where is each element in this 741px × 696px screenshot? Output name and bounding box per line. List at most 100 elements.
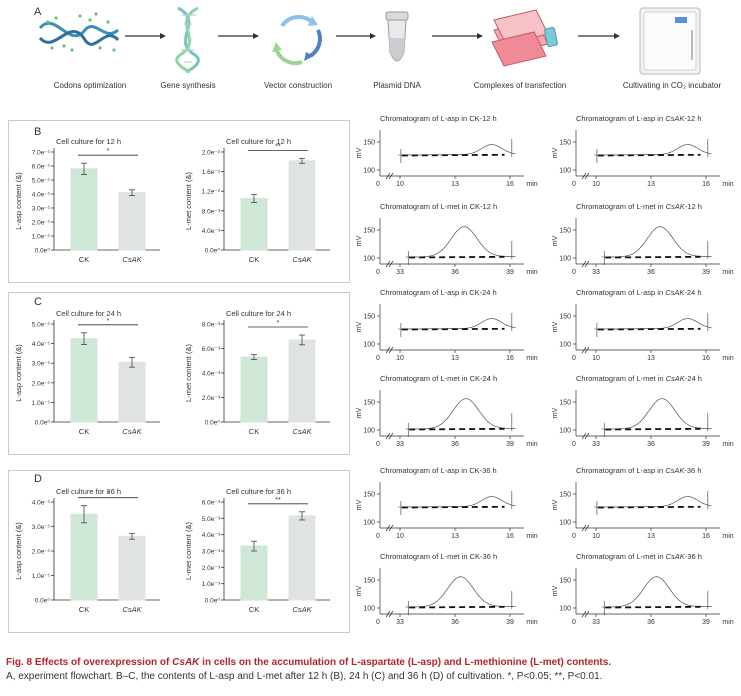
- flowchart: [38, 6, 701, 75]
- axis-break: [385, 346, 394, 354]
- x-tick-label: 39: [702, 269, 710, 276]
- bar-chart-ylabel: L-met content (&): [184, 172, 193, 230]
- chromatogram-title: Chromatogram of L-asp in CK-24 h: [380, 288, 497, 297]
- x-tick-label: 39: [506, 441, 514, 448]
- y-tick-label: 5.0e⁻¹: [32, 178, 51, 185]
- x-tick-label: 13: [451, 533, 459, 540]
- y-tick-label: 100: [559, 520, 571, 527]
- chromatogram-ylabel: mV: [552, 321, 559, 332]
- x-tick-label: CK: [249, 605, 259, 614]
- y-tick-label: 5.0e⁻¹: [32, 322, 51, 329]
- y-tick-label: 3.0e⁻³: [202, 549, 221, 556]
- x-tick-label: 16: [506, 181, 514, 188]
- y-tick-label: 8.0e⁻³: [202, 208, 221, 215]
- chromatogram: Chromatogram of L-asp in CsAK-12 h100150…: [552, 114, 734, 188]
- x-tick-label: 36: [647, 269, 655, 276]
- x-tick-label: 13: [451, 355, 459, 362]
- y-tick-label: 150: [559, 400, 571, 407]
- bar-chart: Cell culture for 24 h L-asp content (&) 0.…: [14, 309, 160, 436]
- chromatogram-trace: [405, 576, 516, 608]
- significance-label: *: [277, 320, 280, 327]
- y-tick-label: 100: [559, 606, 571, 613]
- x-axis-label: min: [526, 533, 537, 540]
- x-tick-label: 10: [592, 533, 600, 540]
- chromatogram: Chromatogram of L-asp in CsAK-24 h100150…: [552, 288, 734, 362]
- y-tick-label: 6.0e⁻³: [202, 346, 221, 353]
- y-tick-label: 0.0e⁰: [205, 248, 221, 255]
- chromatogram-title: Chromatogram of L-asp in CK-12 h: [380, 114, 497, 123]
- x-origin-label: 0: [376, 181, 380, 188]
- x-origin-label: 0: [376, 441, 380, 448]
- x-tick-label: 39: [506, 269, 514, 276]
- integration-baseline: [401, 153, 505, 157]
- x-tick-label: CsAK: [122, 255, 142, 264]
- chromatogram-ylabel: mV: [552, 235, 559, 246]
- y-tick-label: 0.0e⁰: [205, 598, 221, 605]
- chromatogram-trace: [398, 144, 516, 156]
- chromatogram-title: Chromatogram of L-met in CsAK-24 h: [576, 374, 702, 383]
- chromatogram: Chromatogram of L-asp in CK-12 h100150mV…: [356, 114, 538, 188]
- x-tick-label: 16: [702, 355, 710, 362]
- y-tick-label: 1.0e⁻¹: [32, 400, 51, 407]
- figure-caption: Fig. 8 Effects of overexpression of CsAK…: [6, 656, 736, 684]
- x-axis-label: min: [526, 441, 537, 448]
- y-tick-label: 100: [363, 606, 375, 613]
- chromatogram: Chromatogram of L-met in CK-12 h 100 150mV…: [356, 202, 538, 276]
- bar: [70, 338, 98, 423]
- bar-chart: Cell culture for 24 h L-met content (&) 0.…: [184, 309, 330, 436]
- bar-chart-title: Cell culture for 12 h: [226, 137, 291, 146]
- flow-step-label: Vector construction: [263, 81, 333, 90]
- y-tick-label: 4.0e⁻¹: [32, 341, 51, 348]
- y-tick-label: 2.0e⁻¹: [32, 220, 51, 227]
- codon-dna-icon: [38, 12, 120, 52]
- x-tick-label: 39: [702, 619, 710, 626]
- chromatogram: Chromatogram of L-asp in CK-24 h100150mV…: [356, 288, 538, 362]
- y-tick-label: 100: [559, 256, 571, 263]
- x-axis-label: min: [722, 269, 733, 276]
- x-origin-label: 0: [572, 533, 576, 540]
- panel-letter-b: B: [34, 126, 42, 138]
- axis-break: [385, 610, 394, 618]
- row-frames: [8, 120, 350, 633]
- integration-baseline: [597, 327, 701, 331]
- x-tick-label: 13: [647, 533, 655, 540]
- bar-chart-ylabel: L-met content (&): [184, 344, 193, 402]
- chromatogram: Chromatogram of L-asp in CsAK-36 h100150…: [552, 466, 734, 540]
- integration-baseline: [409, 255, 505, 259]
- bar-chart-title: Cell culture for 12 h: [56, 137, 121, 146]
- y-tick-label: 0.0e⁰: [35, 248, 51, 255]
- tube-icon: [385, 11, 409, 62]
- y-tick-label: 2.0e⁻²: [202, 150, 221, 157]
- y-tick-label: 1.2e⁻²: [202, 189, 221, 196]
- bar: [70, 168, 98, 251]
- chromatogram-ylabel: mV: [356, 147, 363, 158]
- x-axis-label: min: [722, 355, 733, 362]
- chromatogram-trace: [405, 226, 516, 258]
- y-tick-label: 1.0e⁻¹: [32, 234, 51, 241]
- flow-step-label: Complexes of transfection: [473, 81, 567, 90]
- significance-label: **: [275, 143, 281, 150]
- y-tick-label: 2.0e⁻³: [202, 565, 221, 572]
- chromatogram-ylabel: mV: [356, 499, 363, 510]
- y-tick-label: 100: [363, 428, 375, 435]
- y-tick-label: 0.0e⁰: [35, 420, 51, 427]
- x-origin-label: 0: [376, 533, 380, 540]
- x-tick-label: 13: [647, 181, 655, 188]
- y-tick-label: 1.0e⁻¹: [32, 573, 51, 580]
- x-tick-label: 33: [396, 441, 404, 448]
- y-tick-label: 6.0e⁻³: [202, 500, 221, 507]
- integration-baseline: [597, 505, 701, 509]
- axis-break: [581, 172, 590, 180]
- integration-baseline: [605, 427, 701, 431]
- x-tick-label: CK: [79, 427, 89, 436]
- flask-icon: [491, 9, 558, 67]
- chromatogram-ylabel: mV: [552, 585, 559, 596]
- axis-break: [385, 172, 394, 180]
- chromatogram: Chromatogram of L-met in CsAK-24 h 100 150…: [552, 374, 734, 448]
- y-tick-label: 4.0e⁻³: [202, 228, 221, 235]
- significance-label: *: [107, 491, 110, 498]
- x-tick-label: 33: [592, 619, 600, 626]
- chromatogram-trace: [601, 576, 712, 608]
- x-tick-label: CK: [249, 427, 259, 436]
- chromatogram-title: Chromatogram of L-met in CK-24 h: [380, 374, 497, 383]
